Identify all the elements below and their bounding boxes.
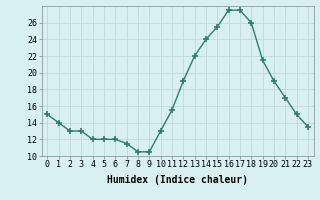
X-axis label: Humidex (Indice chaleur): Humidex (Indice chaleur) bbox=[107, 175, 248, 185]
